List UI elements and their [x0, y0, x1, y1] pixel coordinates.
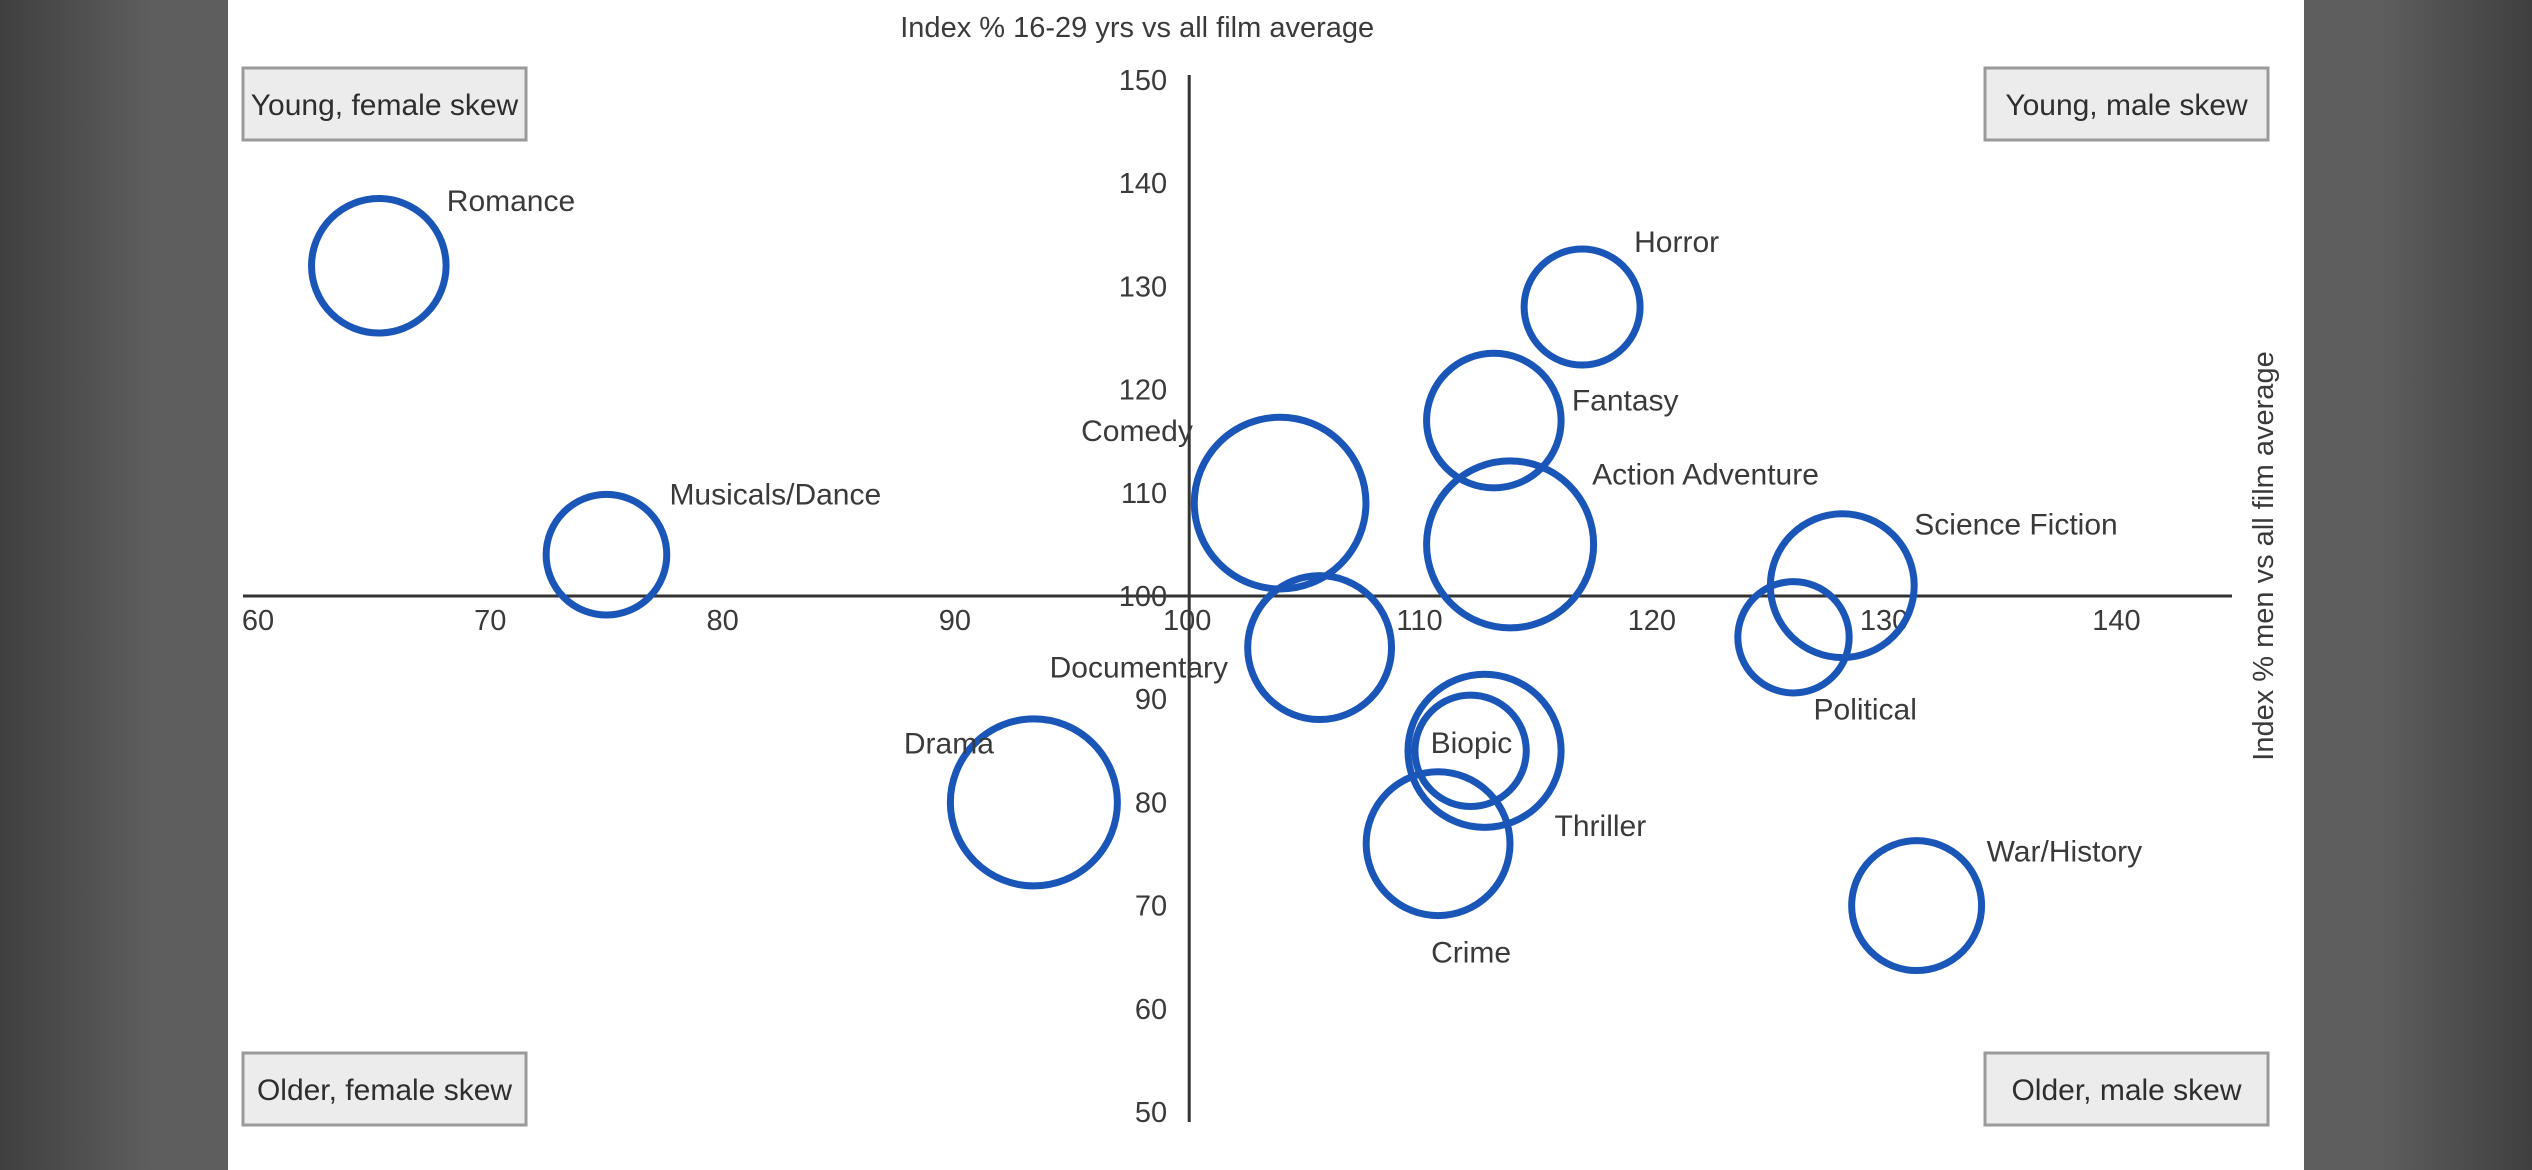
bubble-drama — [946, 715, 1121, 890]
y-axis-title: Index % men vs all film average — [2248, 351, 2280, 760]
quadrant-box — [241, 1051, 528, 1127]
bubble-science-fiction — [1766, 510, 1918, 662]
quadrant-text: Older, female skew — [257, 1074, 512, 1107]
x-tick-label-60: 60 — [242, 605, 274, 637]
y-tick-label-70: 70 — [1135, 891, 1167, 923]
bubble-label-fantasy: Fantasy — [1572, 385, 1679, 418]
bubble-musicals-dance — [542, 490, 671, 619]
bubble-biopic — [1411, 691, 1530, 810]
bubble-label-action-adventure: Action Adventure — [1592, 458, 1819, 491]
bubble-label-crime: Crime — [1431, 937, 1511, 970]
y-tick-label-110: 110 — [1121, 478, 1167, 510]
quadrant-text: Young, male skew — [2005, 89, 2248, 122]
bubble-labels: Romance Musicals/Dance Drama Comedy Document… — [447, 185, 2142, 970]
bubble-label-documentary: Documentary — [1050, 652, 1228, 685]
y-tick-label-60: 60 — [1135, 994, 1167, 1026]
y-tick-label-100: 100 — [1119, 581, 1167, 613]
x-axis-title: Index % 16-29 yrs vs all film average — [900, 12, 1374, 44]
quadrant-box — [1983, 66, 2270, 142]
quadrant-young-female-skew: Young, female skew — [241, 66, 528, 142]
bubble-label-musicals-dance: Musicals/Dance — [669, 479, 881, 512]
tick-labels: 60 70 80 90 100 110 120 130 140 50 60 70 80 90 100 110 1… — [242, 65, 2141, 1129]
y-tick-label-90: 90 — [1135, 684, 1167, 716]
bubbles — [308, 194, 1986, 975]
bubble-label-political: Political — [1814, 693, 1917, 726]
bubble-label-romance: Romance — [447, 185, 575, 218]
bubble-chart: 60 70 80 90 100 110 120 130 140 50 60 70 80 90 100 110 1… — [241, 12, 2280, 1129]
axes — [243, 75, 2232, 1122]
x-tick-label-70: 70 — [474, 605, 506, 637]
quadrant-box — [1983, 1051, 2270, 1127]
bubble-label-thriller: Thriller — [1555, 810, 1647, 843]
x-tick-label-110: 110 — [1396, 605, 1442, 637]
bubble-horror — [1520, 245, 1644, 369]
bubble-label-horror: Horror — [1634, 226, 1719, 259]
y-tick-label-50: 50 — [1135, 1097, 1167, 1129]
chart-panel: 60 70 80 90 100 110 120 130 140 50 60 70 80 90 100 110 1… — [228, 0, 2304, 1170]
y-tick-label-140: 140 — [1119, 168, 1167, 200]
bubble-documentary — [1244, 572, 1396, 724]
x-tick-label-90: 90 — [939, 605, 971, 637]
quadrant-box — [241, 66, 528, 142]
bubble-fantasy — [1423, 349, 1565, 492]
bubble-comedy — [1190, 413, 1370, 593]
bubble-political — [1734, 578, 1853, 697]
bubble-romance — [308, 194, 450, 337]
x-tick-label-120: 120 — [1628, 605, 1676, 637]
bubble-crime — [1362, 768, 1514, 920]
quadrant-text: Older, male skew — [2011, 1074, 2241, 1107]
y-tick-label-120: 120 — [1119, 375, 1167, 407]
quadrant-labels: Young, female skew Young, male skew Older,… — [241, 66, 2270, 1127]
bubble-label-drama: Drama — [904, 727, 994, 760]
bubble-thriller — [1404, 670, 1565, 831]
x-tick-label-80: 80 — [706, 605, 738, 637]
y-tick-label-80: 80 — [1135, 787, 1167, 819]
bubble-label-war-history: War/History — [1987, 836, 2143, 869]
quadrant-young-male-skew: Young, male skew — [1983, 66, 2270, 142]
x-tick-label-100: 100 — [1163, 605, 1211, 637]
bubble-label-comedy: Comedy — [1081, 415, 1193, 448]
quadrant-text: Young, female skew — [251, 89, 519, 122]
quadrant-older-male-skew: Older, male skew — [1983, 1051, 2270, 1127]
bubble-action-adventure — [1423, 457, 1598, 632]
quadrant-older-female-skew: Older, female skew — [241, 1051, 528, 1127]
bubble-label-science-fiction: Science Fiction — [1914, 509, 2117, 542]
bubble-label-biopic: Biopic — [1431, 727, 1513, 760]
x-tick-label-140: 140 — [2092, 605, 2140, 637]
y-tick-label-130: 130 — [1119, 271, 1167, 303]
bubble-war-history — [1848, 837, 1986, 975]
y-tick-label-150: 150 — [1119, 65, 1167, 97]
